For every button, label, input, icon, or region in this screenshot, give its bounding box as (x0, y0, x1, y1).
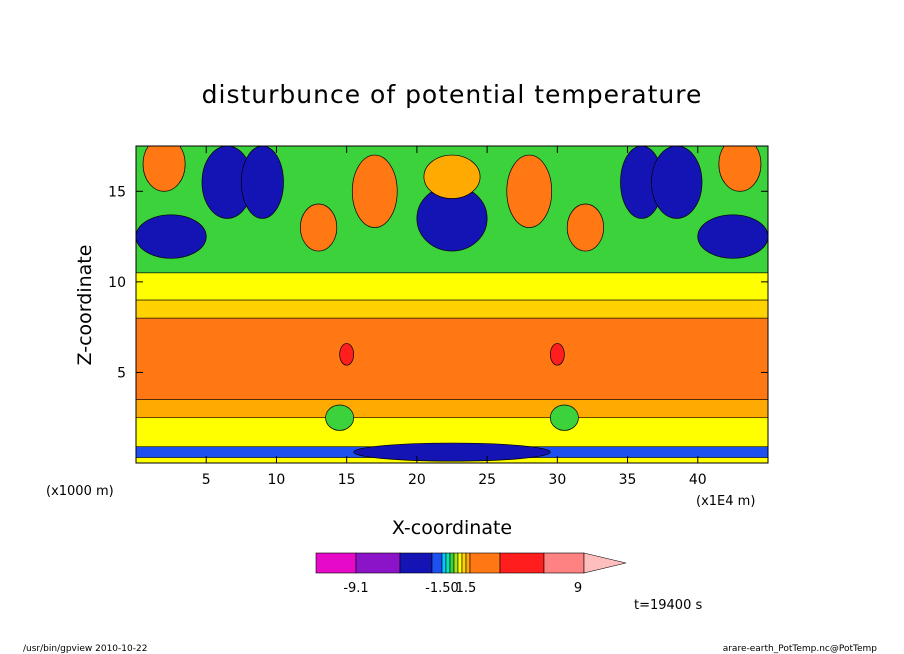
colorbar-swatch (315, 552, 357, 574)
colorbar-swatch (441, 552, 447, 574)
x-scale-note: (x1E4 m) (696, 494, 755, 509)
contour-cell (339, 343, 355, 366)
footer-left: /usr/bin/gpview 2010-10-22 (23, 644, 147, 654)
contour-cell (566, 203, 605, 252)
colorbar-tick-label: 1.5 (456, 581, 477, 596)
colorbar-swatch (445, 552, 451, 574)
y-tick-label: 15 (108, 184, 126, 200)
contour-cell (351, 154, 398, 228)
colorbar-tick-label: -9.1 (343, 581, 368, 596)
y-axis-title: Z-coordinate (74, 245, 96, 366)
x-axis: 5 10 15 20 25 30 35 40 (202, 146, 707, 488)
contour-cell (325, 404, 355, 431)
contour-cell (299, 203, 338, 252)
x-tick-label: 5 (202, 472, 211, 488)
contour-cell (697, 214, 768, 259)
contour-cell (240, 146, 284, 219)
x-tick-label: 25 (478, 472, 496, 488)
colorbar-extension-arrow (583, 552, 627, 574)
x-tick-label: 35 (619, 472, 637, 488)
x-tick-label: 20 (408, 472, 426, 488)
x-tick-label: 15 (338, 472, 356, 488)
x-tick-label: 40 (689, 472, 707, 488)
colorbar-swatch (355, 552, 401, 574)
colorbar-swatch (449, 552, 455, 574)
contour-band (136, 417, 768, 447)
plot-area (136, 146, 768, 463)
contour-band (136, 272, 768, 301)
colorbar-swatch (431, 552, 443, 574)
contour-cell (651, 146, 703, 219)
x-axis-title: X-coordinate (392, 517, 512, 539)
contour-cell (353, 442, 551, 462)
contour-cell (423, 154, 481, 199)
colorbar-tick-label: -1.50 (425, 581, 459, 596)
colorbar-swatch (453, 552, 459, 574)
contour-cell (549, 404, 579, 431)
contour-band (136, 299, 768, 319)
y-tick-label: 10 (108, 275, 126, 291)
contour-band (136, 399, 768, 419)
contour-band (136, 317, 768, 400)
chart-title: disturbunce of potential temperature (202, 80, 703, 109)
colorbar-tick-label: 9 (574, 581, 582, 596)
footer-right: arare-earth_PotTemp.nc@PotTemp (723, 644, 878, 654)
plot-frame (135, 145, 769, 464)
contour-cell (718, 146, 762, 192)
contour-cell (142, 146, 186, 192)
contour-cell (549, 343, 565, 366)
colorbar-swatch (465, 552, 471, 574)
colorbar-swatch (457, 552, 463, 574)
colorbar-swatch (399, 552, 433, 574)
colorbar-swatch (543, 552, 585, 574)
contour-cell (136, 214, 207, 259)
colorbar-swatch (469, 552, 501, 574)
x-tick-label: 10 (268, 472, 286, 488)
contour-cell (506, 154, 553, 228)
y-tick-label: 5 (117, 365, 126, 381)
x-tick-label: 30 (548, 472, 566, 488)
colorbar-swatch (499, 552, 545, 574)
colorbar-swatch (461, 552, 467, 574)
z-scale-note: (x1000 m) (46, 484, 114, 499)
time-label: t=19400 s (634, 598, 702, 613)
colorbar: -9.1 -1.501.5 9 (315, 552, 627, 596)
y-axis: 5 10 15 (108, 184, 768, 381)
